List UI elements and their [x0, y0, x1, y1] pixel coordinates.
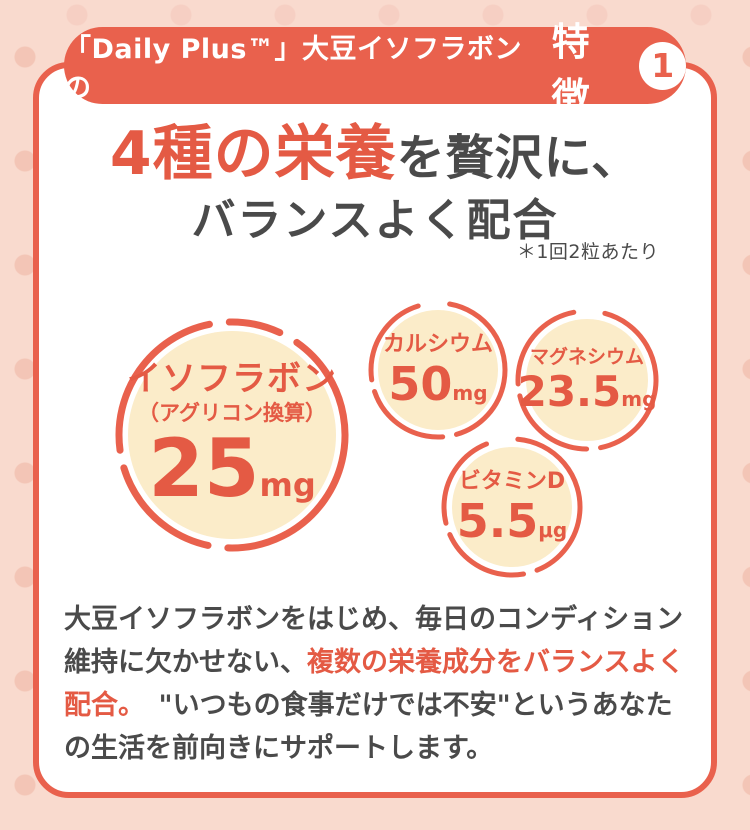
nutrient-value: 23.5: [517, 366, 622, 416]
nutrient-bubble-isoflavone: イソフラボン （アグリコン換算） 25mg: [112, 315, 352, 555]
description-highlight: 複数の栄養成分をバランスよく: [307, 647, 685, 678]
nutrient-subname: （アグリコン換算）: [138, 400, 326, 425]
feature-number-badge: 1: [639, 41, 686, 90]
nutrient-name: ビタミンD: [458, 469, 566, 495]
broken-ring-icon: [441, 436, 583, 578]
broken-ring-icon: [115, 318, 349, 552]
nutrient-amount: 23.5mg: [518, 370, 657, 413]
nutrient-name: イソフラボン: [127, 359, 337, 400]
nutrient-value: 25: [148, 421, 260, 515]
description-highlight: 配合。: [64, 690, 132, 721]
feature-number: 1: [651, 46, 675, 85]
description-line: 大豆イソフラボンをはじめ、毎日のコンディション: [64, 598, 694, 641]
nutrient-unit: mg: [621, 386, 657, 411]
description-line: 維持に欠かせない、複数の栄養成分をバランスよく: [64, 641, 694, 684]
headline-line1: 4種の栄養を贅沢に、: [33, 120, 717, 189]
headline: 4種の栄養を贅沢に、 バランスよく配合 ＊1回2粒あたり: [33, 120, 717, 263]
nutrient-amount: 5.5μg: [457, 498, 568, 544]
description-line: の生活を前向きにサポートします。: [64, 727, 694, 770]
broken-ring-icon: [515, 308, 659, 452]
nutrient-bubble-vitamin-d: ビタミンD 5.5μg: [439, 434, 585, 580]
nutrient-amount: 25mg: [148, 428, 316, 509]
nutrient-unit: mg: [259, 465, 316, 504]
nutrient-bubble-fill: イソフラボン （アグリコン換算） 25mg: [127, 331, 337, 539]
broken-ring-icon: [368, 300, 508, 440]
nutrient-amount: 50mg: [388, 361, 487, 407]
headline-line2: バランスよく配合 ＊1回2粒あたり: [33, 195, 717, 262]
nutrient-bubble-fill: ビタミンD 5.5μg: [452, 447, 572, 567]
nutrient-bubble-fill: マグネシウム 23.5mg: [518, 319, 656, 441]
nutrient-value: 5.5: [456, 493, 539, 548]
nutrient-bubble-calcium: カルシウム 50mg: [366, 298, 510, 442]
description-paragraph: 大豆イソフラボンをはじめ、毎日のコンディション 維持に欠かせない、複数の栄養成分…: [64, 598, 694, 770]
banner-feature-label: 特徴: [551, 19, 592, 119]
description-text: の生活を前向きにサポートします。: [64, 733, 494, 764]
headline-suffix: を贅沢に、: [396, 130, 641, 186]
nutrient-unit: mg: [452, 380, 488, 405]
headline-emphasis: 4種の栄養: [109, 119, 397, 189]
description-text: 大豆イソフラボンをはじめ、毎日のコンディション: [64, 604, 684, 635]
description-line: 配合。 "いつもの食事だけでは不安"というあなた: [64, 684, 694, 727]
nutrient-unit: μg: [538, 517, 568, 542]
headline-line2-text: バランスよく配合: [191, 195, 559, 246]
nutrient-name: マグネシウム: [529, 346, 644, 369]
nutrient-value: 50: [388, 356, 453, 411]
nutrient-name: カルシウム: [382, 332, 493, 358]
banner-title: 「Daily Plus™」大豆イソフラボンの: [64, 33, 522, 104]
nutrient-bubble-fill: カルシウム 50mg: [378, 310, 498, 430]
feature-banner: 「Daily Plus™」大豆イソフラボンの 特徴 1: [64, 20, 686, 119]
serving-note: ＊1回2粒あたり: [516, 241, 659, 263]
nutrient-bubble-magnesium: マグネシウム 23.5mg: [513, 306, 661, 454]
description-text: "いつもの食事だけでは不安"というあなた: [131, 690, 673, 721]
description-text: 維持に欠かせない、: [64, 647, 307, 678]
